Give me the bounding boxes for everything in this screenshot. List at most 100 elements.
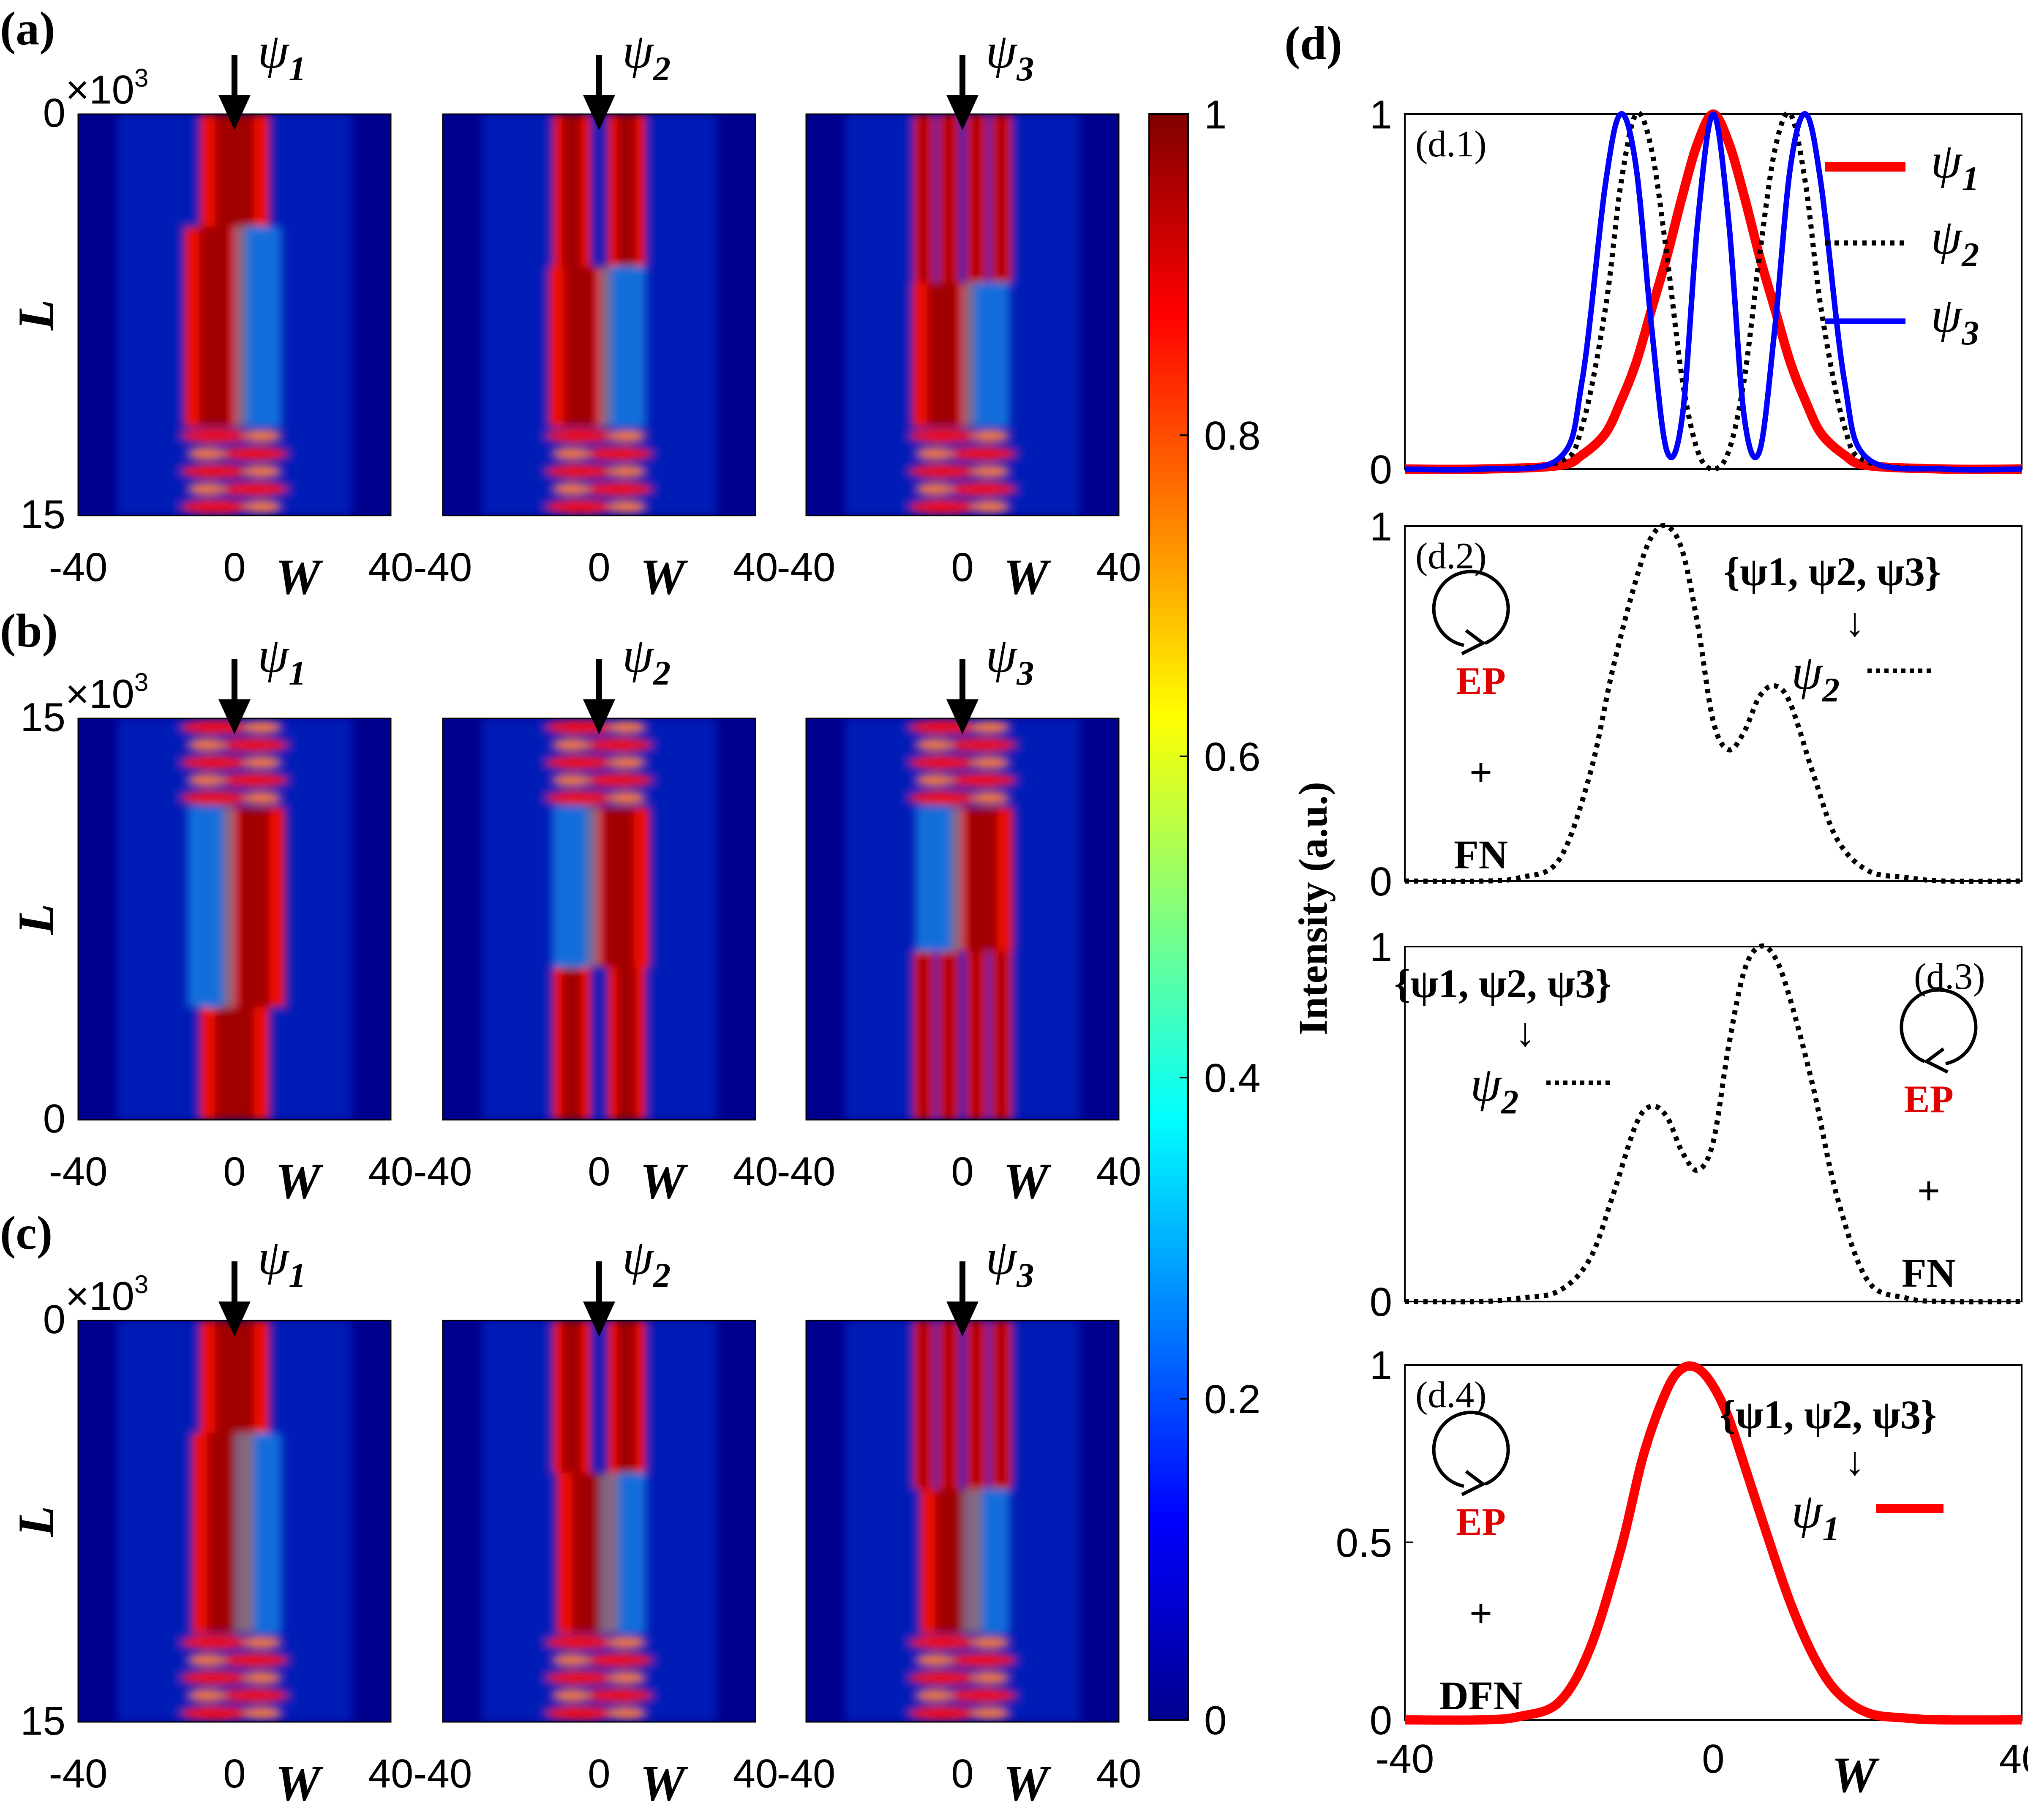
mode-set-label: {ψ1, ψ2, ψ3} [1394,961,1611,1006]
colorbar-tick-label: 0 [1204,1698,1227,1743]
heatmap-core [971,951,981,1120]
mode-label-psi2: ψ2 [622,1230,671,1294]
heatmap-core [215,1007,254,1120]
ep-dfn-group-d4: EP + DFN [1432,1411,1523,1718]
x-tick-label: -40 [777,545,836,590]
heatmap-oscillation [583,737,654,753]
ep-label: EP [1904,1078,1954,1121]
output-mode-label: ψ2 [1470,1056,1518,1121]
heatmap-oscillation [916,739,955,750]
x-tick-label: 0 [223,1149,245,1194]
heatmap-oscillation [908,1635,978,1650]
heatmap-oscillation [242,721,281,733]
heatmap-a-1: -40 0 40 Wψ1 0 15 ×103 L [8,23,413,605]
y-tick-label: 0 [1370,1698,1392,1743]
heatmap-oscillation [188,739,227,750]
heatmap-oscillation [908,790,978,805]
y-tick-label: 1 [1370,92,1392,137]
x-axis-label: W [1003,548,1052,605]
panel-label-a: (a) [0,3,55,55]
x-tick-label: 0 [588,545,610,590]
heatmap-oscillation [180,428,250,444]
heatmap-oscillation [970,501,1009,513]
heatmap-oscillation [242,501,281,513]
subplot-label: (d.4) [1415,1375,1487,1416]
ep-loop-icon [1900,988,1978,1065]
x-tick-label: 0 [588,1751,610,1796]
heatmap-core [997,1321,1006,1489]
heatmap-c-3: -40 0 40 Wψ3 [777,1230,1142,1811]
ep-label: EP [1456,1500,1506,1543]
subplot-frame [1404,525,2023,882]
mode-set-label: {ψ1, ψ2, ψ3} [1724,549,1941,594]
heatmap-field [117,718,352,1120]
x-tick-label: 40 [1096,1751,1142,1796]
y-tick-label: 15 [20,492,65,537]
heatmap-oscillation [916,1654,955,1666]
heatmap-core [997,951,1006,1120]
heatmap-core [919,114,928,283]
mode-label-psi3: ψ3 [986,23,1034,88]
heatmap-field [482,718,717,1120]
y-axis-label: L [8,1506,64,1537]
output-mode-label: ψ2 [1791,644,1840,709]
y-tick-label: 0 [1370,859,1392,904]
heatmap-oscillation [188,1654,227,1666]
colorbar-tick-label: 0.4 [1204,1056,1260,1101]
legend-label: ψ3 [1931,287,1979,352]
heatmap-oscillation [242,792,281,804]
heatmap-oscillation [552,1654,592,1666]
heatmap-oscillation [908,464,978,479]
arrow-icon [218,699,251,734]
heatmap-oscillation [544,1670,615,1685]
subplot-frame [1404,113,2023,470]
y-tick-label: 0.5 [1336,1520,1392,1566]
heatmap-tail [962,1489,1009,1634]
x-tick-label: 0 [951,1149,973,1194]
heatmap-core [966,807,998,951]
arrow-icon [946,1302,979,1337]
colorbar: 0 0.2 0.4 0.6 0.8 1 [1148,92,1260,1743]
heatmap-oscillation [916,483,955,495]
heatmap-field [482,114,717,516]
x-tick-label: 40 [1096,1149,1142,1194]
heatmap-core [944,114,954,283]
heatmap-oscillation [607,430,646,442]
heatmap-oscillation [583,1653,654,1668]
y-tick-label: 0 [1370,1280,1392,1325]
heatmap-oscillation [947,1653,1017,1668]
x-axis-label: W [275,1755,324,1811]
heatmap-core [944,1321,954,1489]
heatmap-oscillation [219,772,289,788]
heatmap-core [562,114,582,267]
heatmap-field [845,114,1080,516]
x-tick-label: -40 [49,1149,108,1194]
series-line-ψ3 [1404,111,2022,473]
heatmap-oscillation [552,1690,592,1701]
x-tick-label: 0 [1702,1736,1724,1782]
x-axis-label: W [1003,1153,1052,1209]
heatmap-oscillation [947,1688,1017,1703]
heatmap-b-1: -40 0 40 Wψ1 15 0 ×103 L [8,628,413,1209]
heatmap-core [971,114,981,283]
x-axis-label: W [275,1153,324,1209]
heatmap-oscillation [219,481,289,497]
y-tick-label: 1 [1370,925,1392,970]
x-tick-label: -40 [49,1751,108,1796]
arrow-icon [583,95,615,130]
x-axis-label: W [640,1153,688,1209]
colorbar-tick-label: 0.2 [1204,1377,1260,1422]
series-line-ψ1 [1404,1361,2022,1725]
y-axis-label: L [8,299,64,330]
heatmap-oscillation [607,1672,646,1684]
heatmap-oscillation [908,499,978,514]
heatmap-oscillation [188,483,227,495]
heatmap-core [562,967,582,1120]
plus-sign: + [1917,1168,1941,1213]
heatmap-oscillation [947,481,1017,497]
series-line-ψ2 [1404,523,2022,884]
x-tick-label: 40 [1096,545,1142,590]
x-tick-label: -40 [414,545,472,590]
heatmap-tail [188,807,234,1007]
